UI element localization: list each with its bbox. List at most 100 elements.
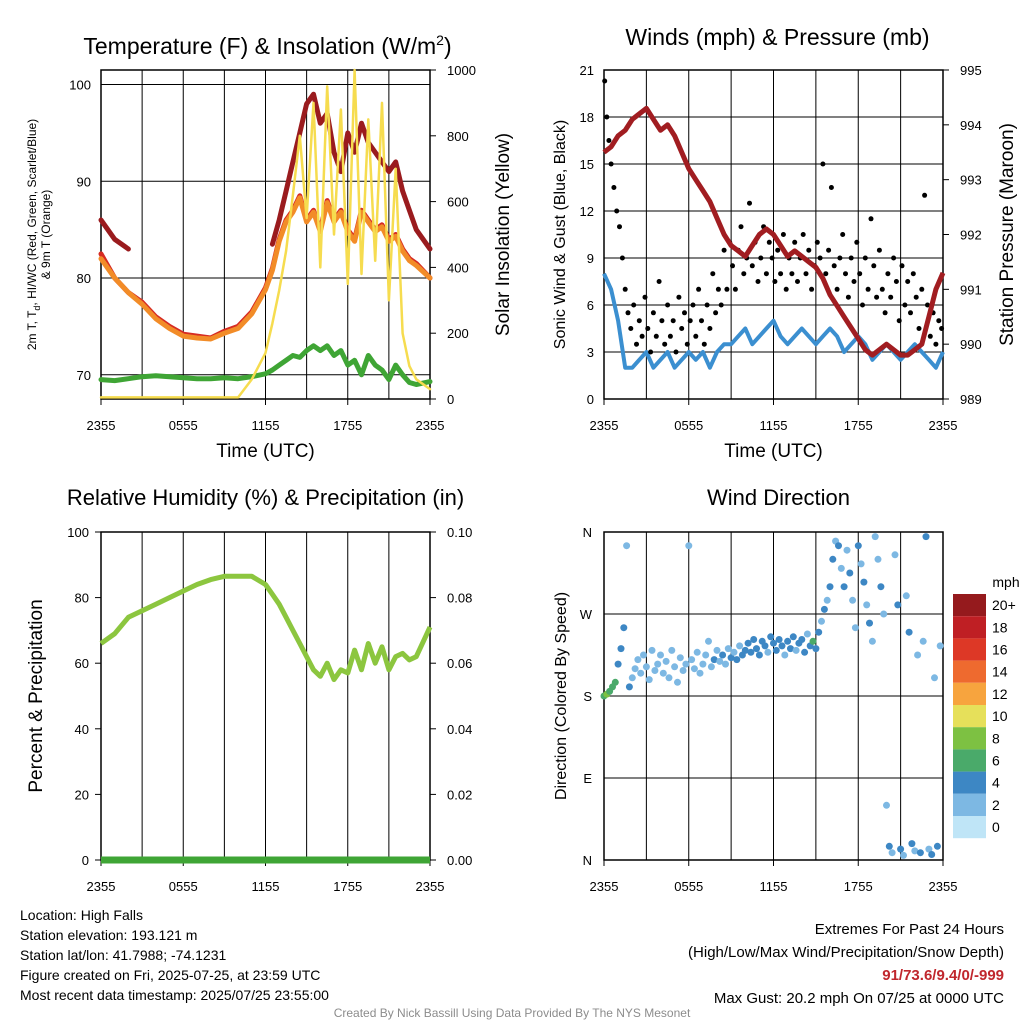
y-axis-title: Percent & Precipitation: [26, 599, 47, 792]
gust-point: [699, 318, 704, 324]
gust-point: [891, 255, 897, 261]
direction-point: [755, 651, 763, 659]
x-tick-label: 2355: [87, 879, 116, 894]
legend-label: 2: [992, 797, 1000, 813]
legend-label: 14: [992, 664, 1008, 680]
legend-swatch: [953, 638, 986, 661]
direction-point: [722, 660, 729, 668]
gust-point: [831, 263, 837, 269]
direction-point: [928, 851, 936, 858]
direction-point: [628, 674, 636, 682]
y-tick-label: S: [583, 689, 592, 704]
legend-label: 8: [992, 730, 1000, 746]
direction-point: [750, 636, 758, 643]
gust-point: [803, 271, 809, 277]
direction-point: [866, 619, 873, 627]
x-tick-label: 2355: [416, 879, 445, 894]
direction-point: [857, 560, 865, 568]
station-latlon: Station lat/lon: 41.7988; -74.1231: [20, 947, 227, 963]
x-tick-label: 0555: [169, 879, 198, 894]
ylabel-part: 2m T, T: [25, 310, 39, 350]
gust-point: [749, 263, 755, 269]
gust-point: [837, 255, 843, 261]
direction-point: [642, 663, 650, 671]
gust-point: [913, 294, 919, 300]
x-tick-label: 0555: [674, 879, 703, 894]
direction-point: [849, 596, 857, 604]
direction-point: [640, 651, 647, 659]
direction-point: [713, 646, 721, 654]
direction-point: [657, 651, 664, 659]
y2-tick-label: 800: [447, 129, 469, 144]
gust-point: [710, 271, 716, 277]
direction-point: [659, 669, 667, 677]
x-tick-label: 2355: [929, 879, 958, 894]
y2-axis-title: Solar Insolation (Yellow): [493, 133, 514, 336]
direction-point: [801, 648, 809, 656]
legend-label: 18: [992, 619, 1008, 635]
gust-point: [724, 286, 730, 292]
gust-point: [634, 341, 639, 347]
gust-point: [933, 341, 939, 347]
direction-point: [863, 601, 871, 609]
gust-point: [817, 255, 823, 261]
direction-point: [617, 645, 625, 653]
direction-point: [922, 533, 930, 541]
direction-point: [919, 637, 927, 645]
y2-tick-label: 0.02: [447, 787, 472, 802]
gust-point: [876, 247, 882, 253]
legend-swatch: [953, 816, 986, 839]
direction-point: [702, 651, 710, 659]
direction-point: [620, 624, 628, 632]
legend-swatch: [953, 660, 986, 683]
y2-tick-label: 989: [960, 392, 982, 407]
direction-point: [789, 633, 797, 641]
direction-point: [851, 624, 859, 632]
direction-point: [815, 628, 823, 636]
gust-point: [679, 326, 685, 331]
direction-point: [719, 651, 727, 659]
gust-point: [939, 326, 945, 331]
y2-tick-label: 994: [960, 118, 982, 133]
y-tick-label: 0: [587, 392, 594, 407]
direction-point: [634, 656, 642, 664]
gust-point: [713, 310, 719, 316]
title-main: Temperature (F) & Insolation (W/m: [83, 33, 436, 59]
direction-point: [911, 847, 919, 855]
x-tick-label: 1755: [844, 879, 873, 894]
y2-tick-label: 991: [960, 282, 982, 297]
gust-point: [653, 333, 659, 339]
direction-point: [648, 646, 656, 654]
legend-swatch: [953, 705, 986, 728]
direction-point: [753, 645, 760, 653]
panel-title: Winds (mph) & Pressure (mb): [625, 24, 929, 50]
direction-point: [662, 657, 670, 665]
x-tick-label: 1155: [252, 879, 280, 894]
gust-point: [783, 286, 789, 292]
gust-point: [667, 333, 673, 339]
direction-point: [730, 648, 738, 656]
x-tick-label: 2355: [416, 418, 445, 433]
direction-point: [733, 656, 741, 664]
gust-point: [874, 294, 880, 300]
x-axis-title: Time (UTC): [724, 441, 823, 462]
gust-point: [747, 200, 752, 206]
direction-point: [761, 642, 769, 650]
y2-tick-label: 1000: [447, 63, 476, 78]
direction-point: [874, 555, 882, 563]
y-tick-label: 100: [67, 525, 89, 540]
max-gust: Max Gust: 20.2 mph On 07/25 at 0000 UTC: [713, 990, 1004, 1007]
direction-point: [775, 636, 783, 643]
extremes-panel: Extremes For Past 24 Hours (High/Low/Max…: [688, 918, 1004, 1010]
series-line-td: [98, 343, 433, 387]
gust-point: [606, 138, 612, 143]
gust-point: [910, 271, 916, 277]
station-elevation: Station elevation: 193.121 m: [20, 927, 198, 943]
gust-point: [628, 326, 634, 331]
gust-point: [865, 286, 871, 292]
gust-point: [707, 326, 713, 331]
gust-point: [826, 247, 832, 253]
legend-swatch: [953, 771, 986, 794]
y-tick-label: N: [583, 525, 592, 540]
legend-swatch: [953, 793, 986, 816]
